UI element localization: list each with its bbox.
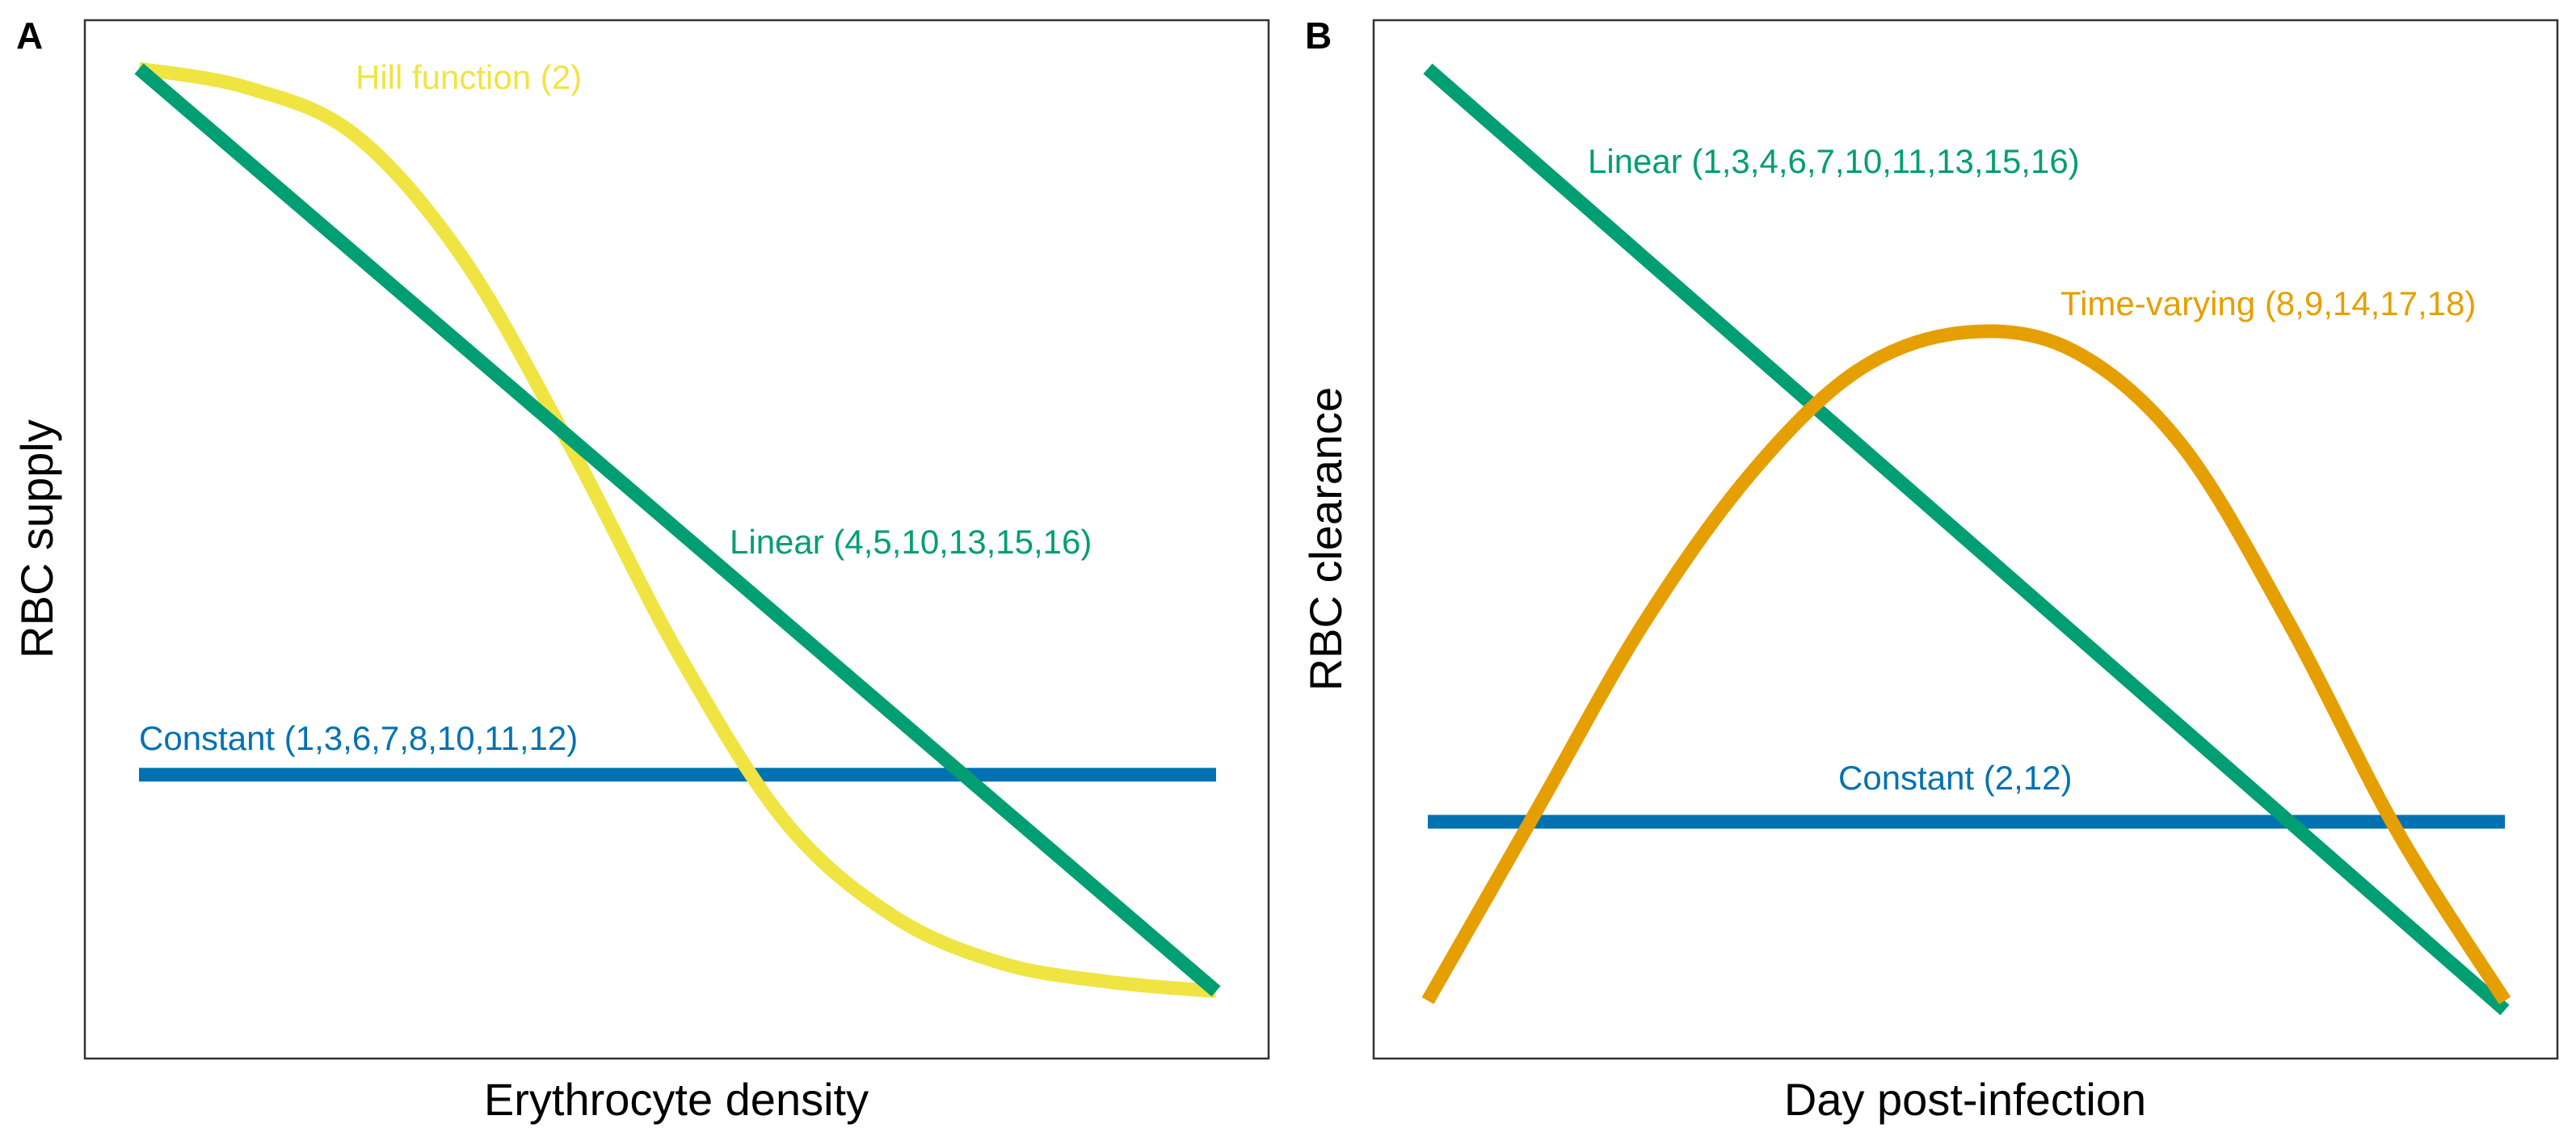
plot-frame-b: [1372, 19, 2559, 1060]
series-label-linear-b: Linear (1,3,4,6,7,10,11,13,15,16): [1588, 142, 2080, 180]
series-line-hill-a: [137, 61, 1217, 999]
series-group-a: [134, 61, 1221, 999]
series-label-hill: Hill function (2): [356, 58, 582, 96]
series-label-constant-b: Constant (2,12): [1838, 759, 2073, 797]
series-label-linear-a: Linear (4,5,10,13,15,16): [730, 523, 1092, 561]
panel-a: A RBC supply Erythrocyte density Hill fu…: [11, 15, 1270, 1125]
y-axis-title-b: RBC clearance: [1300, 387, 1351, 692]
series-label-constant-a: Constant (1,3,6,7,8,10,11,12): [139, 719, 578, 757]
x-axis-title-a: Erythrocyte density: [484, 1074, 869, 1125]
plot-frame-a: [83, 19, 1270, 1060]
series-group-b: [1421, 63, 2511, 1016]
series-label-time-varying: Time-varying (8,9,14,17,18): [2060, 284, 2476, 322]
series-line-time-varying-b: [1421, 324, 2511, 1004]
series-line-linear-a: [134, 63, 1221, 997]
x-axis-title-b: Day post-infection: [1784, 1074, 2146, 1125]
panel-letter-a: A: [16, 15, 43, 57]
panel-b: B RBC clearance Day post-infection Linea…: [1300, 15, 2559, 1125]
series-line-linear-b: [1423, 63, 2510, 1016]
y-axis-title-a: RBC supply: [11, 419, 62, 659]
panel-letter-b: B: [1305, 15, 1332, 57]
